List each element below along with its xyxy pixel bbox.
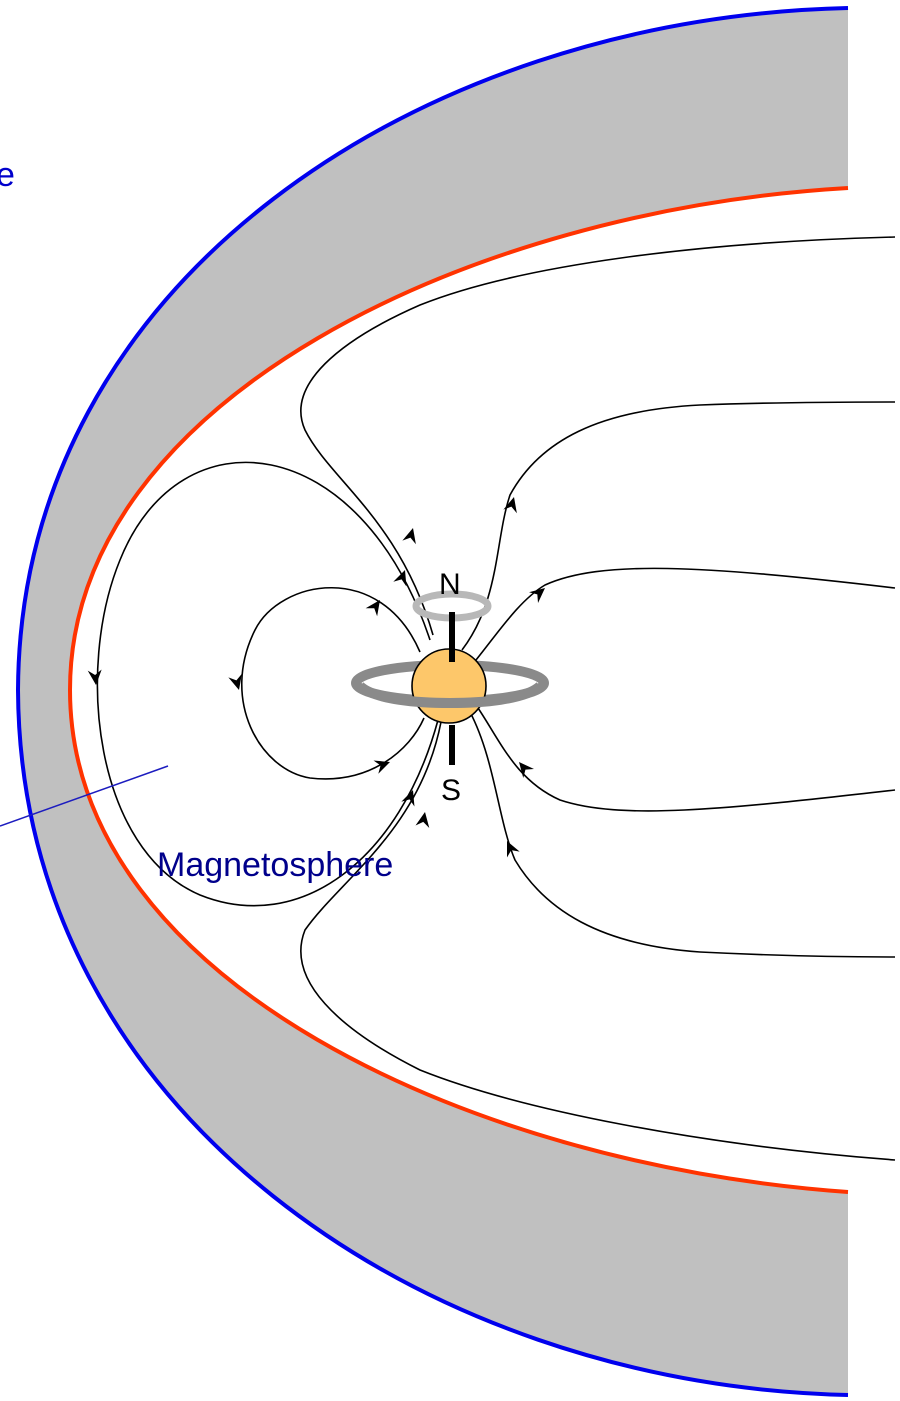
- magnetosphere-leader-line: [0, 765, 169, 827]
- field-line-open-lower-far: [300, 721, 896, 1161]
- rings-front: [356, 681, 544, 709]
- cropped-label-fragment: e: [0, 156, 15, 194]
- field-line-tail-upper: [461, 401, 896, 651]
- arrow-head: [415, 812, 430, 828]
- field-line-closed-inner: [240, 587, 425, 780]
- arrow-head: [503, 497, 517, 514]
- field-line-tail-lower: [469, 711, 896, 958]
- magnetopause-line: [67, 186, 849, 1194]
- arrow-head: [365, 600, 380, 617]
- arrow-head: [393, 570, 407, 587]
- arrow-head: [506, 841, 520, 858]
- arrow-head: [529, 588, 545, 604]
- field-lines: [96, 236, 896, 1161]
- field-line-tail-lower-mid: [475, 704, 896, 812]
- arrow-head: [402, 528, 416, 545]
- arrow-head: [401, 790, 415, 807]
- arrow-head: [373, 760, 390, 774]
- field-line-open-upper-far: [300, 236, 896, 636]
- arrow-head: [87, 669, 102, 685]
- arrow-head: [519, 762, 535, 778]
- arrow-head: [228, 673, 242, 690]
- south-pole-label: S: [441, 774, 461, 807]
- field-line-tail-upper-mid: [475, 567, 896, 661]
- magnetosphere-label: Magnetosphere: [157, 846, 393, 884]
- saturn-planet-icon: [351, 648, 549, 724]
- magnetosheath: [18, 8, 848, 1395]
- field-direction-arrows: [87, 497, 545, 858]
- field-line-closed-outer: [96, 461, 439, 907]
- bow-shock-line: [15, 6, 849, 1397]
- north-pole-label: N: [439, 568, 461, 601]
